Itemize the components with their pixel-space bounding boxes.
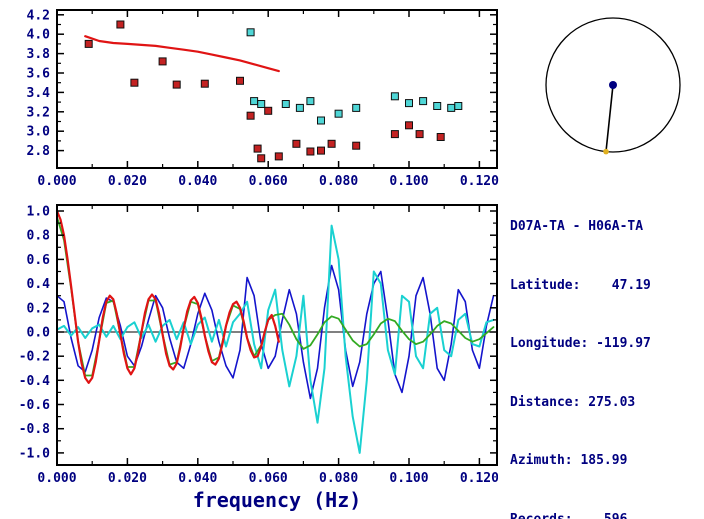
tick-label: -0.2 xyxy=(19,350,50,365)
dispersion-point[interactable] xyxy=(352,103,361,112)
azimuth-ray xyxy=(605,84,614,152)
dispersion-point[interactable] xyxy=(306,147,315,156)
dispersion-point[interactable] xyxy=(390,130,399,139)
tick-label: 0.8 xyxy=(27,229,51,244)
azimuth-circle-plot xyxy=(545,17,681,155)
tick-label: 0.4 xyxy=(27,277,51,292)
tick-label: 0.0 xyxy=(27,326,51,341)
dispersion-point[interactable] xyxy=(317,116,325,125)
tick-label: 0.020 xyxy=(108,174,147,189)
dispersion-point[interactable] xyxy=(253,144,262,153)
dispersion-point[interactable] xyxy=(250,97,259,106)
distance-line: Distance: 275.03 xyxy=(510,394,636,410)
tick-label: 0.120 xyxy=(460,174,499,189)
tick-label: 4.0 xyxy=(27,28,51,43)
dispersion-point[interactable] xyxy=(200,79,209,88)
dispersion-point[interactable] xyxy=(436,133,445,141)
tick-label: -1.0 xyxy=(19,446,50,461)
dispersion-point[interactable] xyxy=(281,100,290,108)
dispersion-point[interactable] xyxy=(405,121,413,130)
dispersion-point[interactable] xyxy=(257,100,266,108)
dispersion-point[interactable] xyxy=(257,154,266,163)
dispersion-point[interactable] xyxy=(433,102,442,110)
dispersion-point[interactable] xyxy=(172,80,181,89)
tick-label: 0.080 xyxy=(319,471,358,486)
dispersion-point[interactable] xyxy=(447,103,456,112)
tick-label: -0.4 xyxy=(19,374,50,389)
spectrum-waveform-chart[interactable]: 0.000 0.020 0.040 0.060 0.080 0.100 0.120 -1.0 -… xyxy=(0,196,498,519)
dispersion-point[interactable] xyxy=(419,97,428,106)
azimuth-circle xyxy=(545,17,681,153)
tick-label: 0.2 xyxy=(27,301,50,316)
tick-label: 0.120 xyxy=(460,471,498,486)
tick-label: 0.000 xyxy=(37,174,76,189)
dispersion-point[interactable] xyxy=(158,57,167,66)
raw-spectrum-blue-trace xyxy=(56,264,495,400)
dispersion-point[interactable] xyxy=(116,20,125,29)
station-pair-label: D07A-TA - H06A-TA xyxy=(510,219,644,234)
plot-frame xyxy=(56,9,498,169)
tick-label: -0.6 xyxy=(19,398,50,413)
center-station-icon xyxy=(609,81,617,89)
azimuth-line: Azimuth: 185.99 xyxy=(510,453,628,468)
tick-label: 3.4 xyxy=(27,86,51,101)
dispersion-point[interactable] xyxy=(84,39,93,48)
dispersion-point[interactable] xyxy=(352,141,361,150)
dispersion-scatter-chart[interactable]: 0.000 0.020 0.040 0.060 0.080 0.100 0.120 2.8 3.… xyxy=(0,0,504,196)
tick-label: 0.040 xyxy=(178,471,217,486)
dispersion-point[interactable] xyxy=(236,76,244,85)
longitude-line: Longitude: -119.97 xyxy=(510,336,651,351)
tick-label: 0.080 xyxy=(319,174,358,189)
raw-spectrum-cyan-trace xyxy=(56,224,495,454)
tick-label: 3.0 xyxy=(27,125,51,140)
latitude-line: Latitude: 47.19 xyxy=(510,277,651,293)
tick-label: 3.2 xyxy=(27,105,50,120)
dispersion-point[interactable] xyxy=(264,106,273,115)
station-info-panel: D07A-TA - H06A-TA Latitude: 47.19 Longit… xyxy=(510,178,651,519)
dispersion-point[interactable] xyxy=(292,139,301,148)
smoothed-spectrum-red-trace xyxy=(55,209,280,384)
tick-label: 0.040 xyxy=(178,174,217,189)
tick-label: 1.0 xyxy=(27,205,51,220)
reference-dispersion-curve-trace xyxy=(84,35,280,73)
station-marker-icon xyxy=(603,148,609,155)
tick-label: 3.8 xyxy=(27,47,51,62)
tick-label: 0.020 xyxy=(108,471,147,486)
dispersion-point[interactable] xyxy=(295,103,304,112)
records-line: Records: 596 xyxy=(510,511,628,519)
dispersion-point[interactable] xyxy=(454,102,463,110)
tick-label: -0.8 xyxy=(19,422,50,437)
plot-frame xyxy=(56,204,498,466)
tick-label: 0.060 xyxy=(249,471,288,486)
tick-label: 0.000 xyxy=(37,471,76,486)
dispersion-point[interactable] xyxy=(334,109,343,118)
x-axis-title: frequency (Hz) xyxy=(193,488,362,512)
tick-label: 0.100 xyxy=(389,174,428,189)
smoothed-spectrum-green-trace xyxy=(56,216,495,377)
tick-label: 0.6 xyxy=(27,253,51,268)
dispersion-point[interactable] xyxy=(415,130,424,139)
tick-label: 2.8 xyxy=(27,144,51,159)
dispersion-point[interactable] xyxy=(246,28,255,37)
dispersion-point[interactable] xyxy=(405,99,413,108)
dispersion-point[interactable] xyxy=(246,111,255,120)
dispersion-point[interactable] xyxy=(274,152,283,161)
tick-label: 0.100 xyxy=(389,471,428,486)
dispersion-point[interactable] xyxy=(390,92,399,101)
tick-label: 3.6 xyxy=(27,67,51,82)
dispersion-point[interactable] xyxy=(130,78,139,87)
tick-label: 0.060 xyxy=(249,174,288,189)
dispersion-point[interactable] xyxy=(306,97,315,106)
dispersion-point[interactable] xyxy=(317,146,325,155)
tick-label: 4.2 xyxy=(27,8,50,23)
dispersion-point[interactable] xyxy=(327,139,336,148)
